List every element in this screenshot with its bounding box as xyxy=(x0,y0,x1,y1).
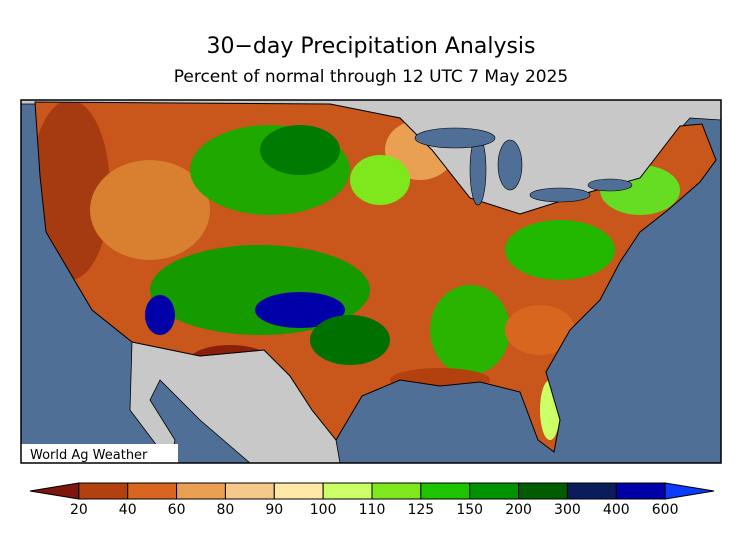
colorbar-segment xyxy=(78,482,129,500)
colorbar-label: 600 xyxy=(652,502,679,518)
colorbar-label: 200 xyxy=(505,502,532,518)
colorbar-label: 40 xyxy=(119,502,137,518)
colorbar-segment xyxy=(273,482,324,500)
colorbar-under xyxy=(29,482,80,500)
colorbar-label: 20 xyxy=(70,502,88,518)
colorbar-segment xyxy=(371,482,422,500)
colorbar-label: 100 xyxy=(310,502,337,518)
colorbar-segment xyxy=(566,482,617,500)
colorbar-segment xyxy=(322,482,373,500)
colorbar-label: 125 xyxy=(407,502,434,518)
colorbar-over xyxy=(664,482,715,500)
colorbar-segment xyxy=(615,482,666,500)
subtitle: Percent of normal through 12 UTC 7 May 2… xyxy=(174,67,569,87)
lake xyxy=(529,187,591,203)
credit: World Ag Weather xyxy=(30,448,148,463)
colorbar-label: 110 xyxy=(359,502,386,518)
colorbar-segment xyxy=(469,482,520,500)
colorbar-label: 60 xyxy=(168,502,186,518)
colorbar-segment xyxy=(224,482,275,500)
colorbar-segment xyxy=(176,482,226,500)
colorbar-label: 90 xyxy=(265,502,283,518)
credit-box xyxy=(21,444,178,463)
colorbar-segment xyxy=(420,482,471,500)
map: World Ag Weather xyxy=(20,99,722,464)
colorbar-segment xyxy=(518,482,568,500)
colorbar-label: 150 xyxy=(456,502,483,518)
lake xyxy=(414,127,496,149)
colorbar-label: 80 xyxy=(217,502,235,518)
colorbar-label: 400 xyxy=(603,502,630,518)
title: 30−day Precipitation Analysis xyxy=(206,34,535,59)
lake xyxy=(587,178,633,192)
colorbar-label: 300 xyxy=(554,502,581,518)
lake xyxy=(497,139,523,191)
colorbar: 20 40 60 80 90 100 110 125 150 200 300 400 600 xyxy=(29,482,715,518)
colorbar-segment xyxy=(127,482,178,500)
map-frame xyxy=(20,99,722,464)
